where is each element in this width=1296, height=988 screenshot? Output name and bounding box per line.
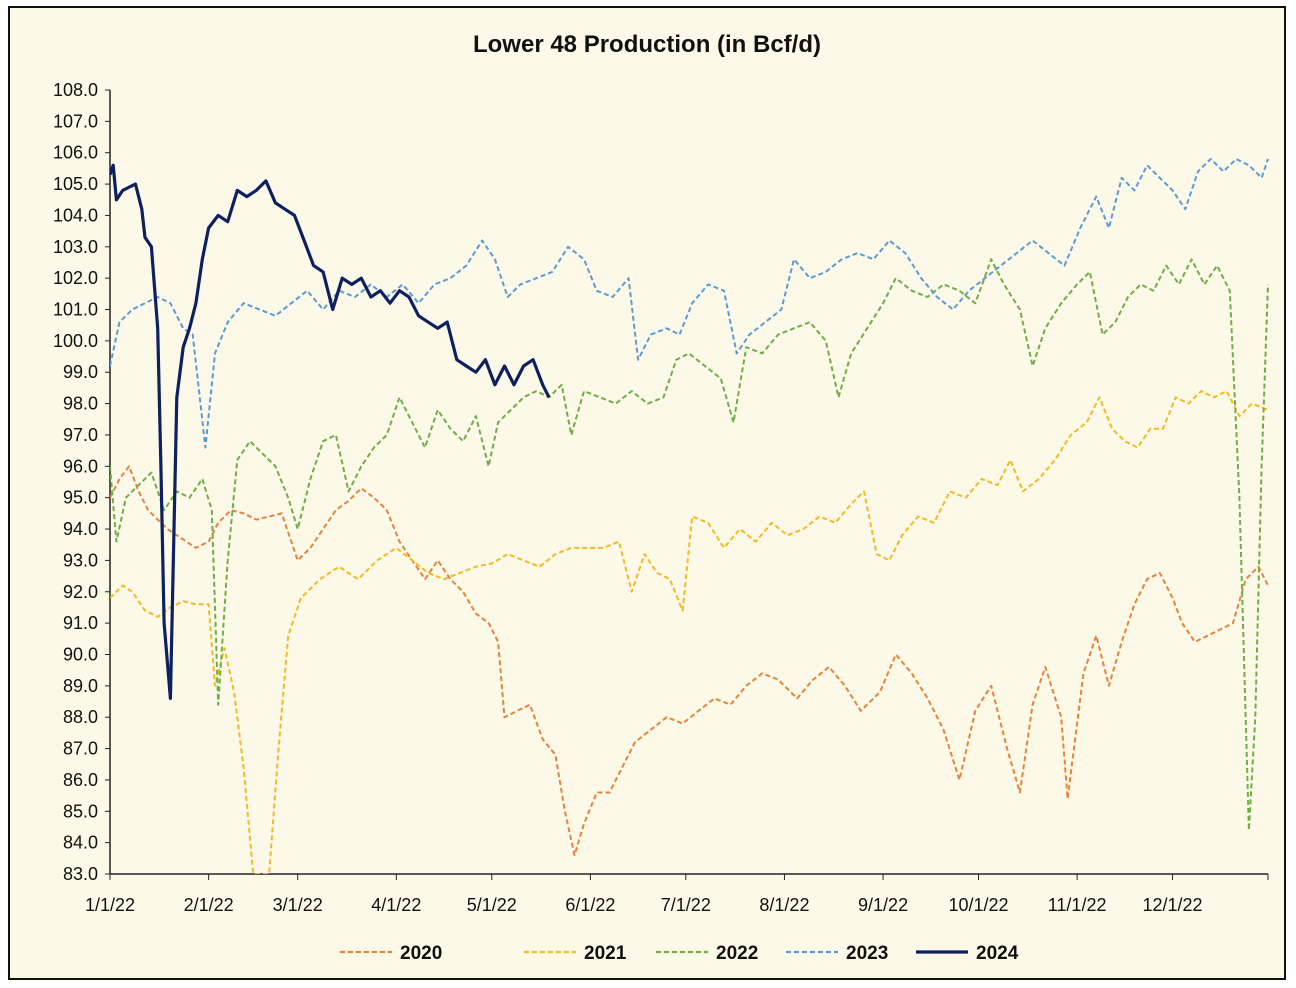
- x-tick-label: 2/1/22: [184, 895, 234, 915]
- x-tick-label: 7/1/22: [661, 895, 711, 915]
- x-tick-label: 8/1/22: [759, 895, 809, 915]
- y-tick-label: 106.0: [53, 143, 98, 163]
- legend-label-2021: 2021: [584, 943, 627, 964]
- x-tick-label: 11/1/22: [1048, 895, 1107, 915]
- series-line-2024: [110, 163, 551, 700]
- legend-label-2020: 2020: [400, 943, 442, 964]
- series-line-2020: [110, 465, 1269, 857]
- x-tick-label: 9/1/22: [858, 895, 908, 915]
- series-lines: [110, 158, 1269, 874]
- series-line-2023: [110, 158, 1269, 449]
- line-chart: Lower 48 Production (in Bcf/d) 83.084.08…: [53, 31, 1269, 964]
- y-tick-label: 103.0: [53, 237, 98, 257]
- y-tick-label: 87.0: [63, 739, 98, 759]
- legend: 2020 2021 2022 2023 2024: [340, 943, 1019, 964]
- chart-frame: Lower 48 Production (in Bcf/d) 83.0 84.0 8…: [8, 6, 1286, 980]
- y-tick-label: 100.0: [53, 331, 98, 351]
- y-tick-label: 91.0: [63, 613, 98, 633]
- y-axis: 83.0 84.0 85.0 86.0 87.0 88.0 89.0 90.0 91.0 92.0…: [53, 80, 111, 884]
- series-line-2022: [110, 258, 1269, 832]
- y-tick-label: 96.0: [63, 456, 98, 476]
- y-tick-label: 90.0: [63, 644, 98, 664]
- x-axis: 1/1/22 2/1/22 3/1/22 4/1/22 5/1/22 6/1/22 7/1/…: [85, 873, 1269, 915]
- x-tick-label: 12/1/22: [1143, 895, 1203, 915]
- y-tick-label: 85.0: [63, 801, 98, 821]
- y-tick-label: 104.0: [53, 205, 98, 225]
- y-tick-label: 93.0: [63, 550, 98, 570]
- y-tick-label: 95.0: [63, 488, 98, 508]
- y-tick-label: 89.0: [63, 676, 98, 696]
- series-line-2021: [110, 390, 1269, 874]
- y-tick-label: 97.0: [63, 425, 98, 445]
- y-tick-label: 102.0: [53, 268, 98, 288]
- y-tick-label: 86.0: [63, 770, 98, 790]
- x-tick-label: 6/1/22: [565, 895, 615, 915]
- y-tick-label: 107.0: [53, 111, 98, 131]
- legend-label-2023: 2023: [846, 943, 888, 964]
- y-tick-label: 98.0: [63, 394, 98, 414]
- x-tick-label: 1/1/22: [85, 895, 135, 915]
- y-tick-label: 105.0: [53, 174, 98, 194]
- y-tick-label: 88.0: [63, 707, 98, 727]
- y-tick-label: 101.0: [53, 300, 98, 320]
- y-tick-label: 92.0: [63, 582, 98, 602]
- x-tick-label: 10/1/22: [948, 895, 1008, 915]
- x-tick-label: 5/1/22: [467, 895, 517, 915]
- x-tick-label: 4/1/22: [371, 895, 421, 915]
- x-tick-label: 3/1/22: [273, 895, 323, 915]
- y-tick-label: 83.0: [63, 864, 98, 884]
- chart-title: Lower 48 Production (in Bcf/d): [473, 31, 821, 58]
- y-tick-label: 99.0: [63, 362, 98, 382]
- y-tick-label: 94.0: [63, 519, 98, 539]
- y-tick-label: 108.0: [53, 80, 98, 100]
- legend-label-2022: 2022: [716, 943, 758, 964]
- legend-label-2024: 2024: [976, 943, 1019, 964]
- y-tick-label: 84.0: [63, 833, 98, 853]
